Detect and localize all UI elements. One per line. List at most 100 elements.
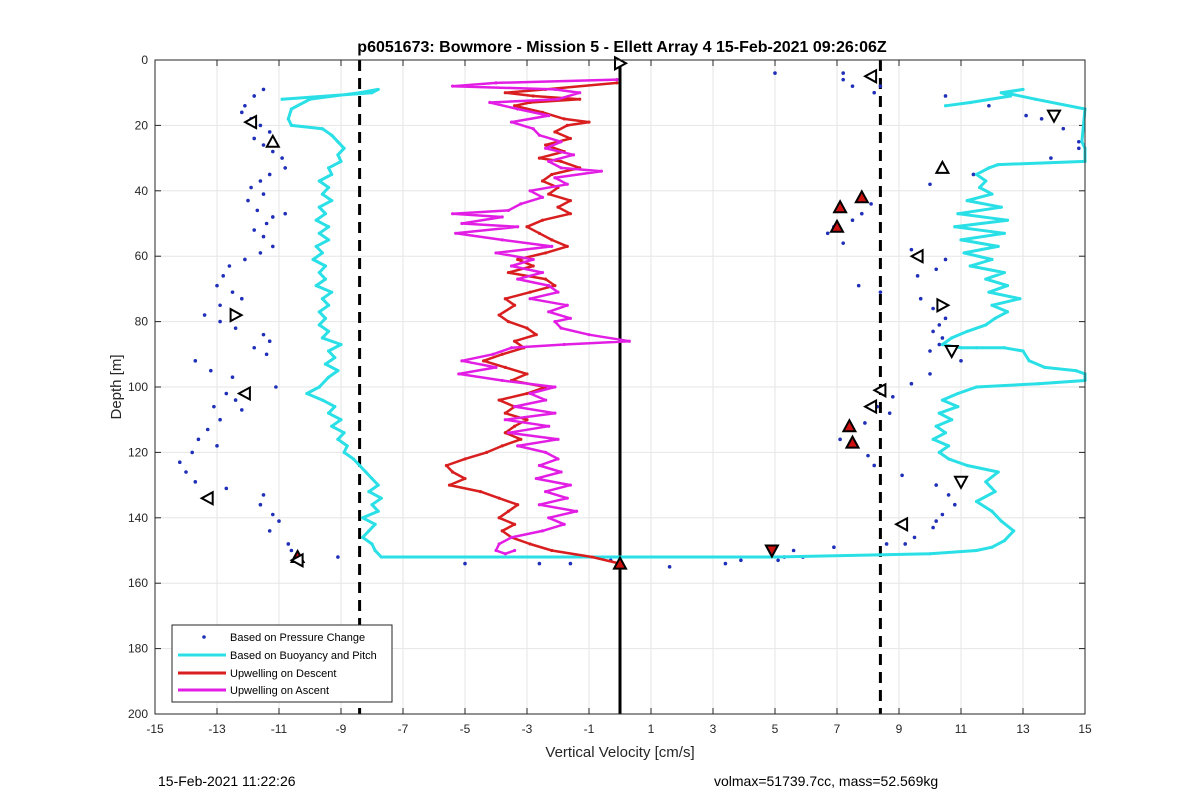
series-vertex xyxy=(956,405,960,409)
data-point xyxy=(230,375,235,379)
series-vertex xyxy=(460,359,464,363)
series-vertex xyxy=(550,172,554,177)
data-point xyxy=(878,84,883,88)
series-vertex xyxy=(308,97,312,101)
series-vertex xyxy=(528,542,532,546)
series-vertex xyxy=(317,205,321,209)
series-vertex xyxy=(528,391,532,396)
data-point xyxy=(1039,117,1044,121)
series-line xyxy=(281,87,1087,559)
data-point xyxy=(953,502,957,507)
series-vertex xyxy=(327,329,331,334)
x-tick-label: 11 xyxy=(955,722,968,736)
series-vertex xyxy=(503,552,507,556)
series-vertex xyxy=(342,146,346,150)
series-vertex xyxy=(984,323,988,327)
series-vertex xyxy=(1002,539,1007,543)
series-vertex xyxy=(317,179,321,183)
series-vertex xyxy=(559,166,563,170)
series-vertex xyxy=(314,284,318,288)
data-point xyxy=(227,264,232,268)
data-point xyxy=(940,336,945,340)
legend-swatch-dot xyxy=(202,635,206,639)
data-point xyxy=(934,483,938,487)
series-vertex xyxy=(317,385,321,389)
y-tick-label: 180 xyxy=(128,642,148,656)
series-vertex xyxy=(509,264,514,268)
legend-label: Based on Pressure Change xyxy=(230,632,365,644)
series-vertex xyxy=(379,555,383,559)
series-vertex xyxy=(323,212,328,216)
series-vertex xyxy=(984,480,988,484)
series-vertex xyxy=(454,231,458,235)
data-point xyxy=(267,130,272,134)
data-point xyxy=(258,502,263,507)
series-vertex xyxy=(1002,231,1007,235)
triangle-marker xyxy=(229,307,244,323)
series-vertex xyxy=(540,195,545,199)
series-vertex xyxy=(506,509,510,513)
series-vertex xyxy=(540,270,545,275)
series-vertex xyxy=(547,159,551,163)
series-vertex xyxy=(494,548,498,553)
data-point xyxy=(841,71,845,75)
series-vertex xyxy=(330,290,334,294)
series-vertex xyxy=(553,411,557,415)
series-vertex xyxy=(962,251,966,255)
series-vertex xyxy=(999,519,1003,523)
series-vertex xyxy=(327,225,331,229)
series-vertex xyxy=(1027,359,1031,363)
series-vertex xyxy=(534,333,538,337)
series-vertex xyxy=(376,509,380,513)
series-vertex xyxy=(1005,284,1010,288)
data-point xyxy=(283,211,288,216)
triangle-marker xyxy=(872,382,887,398)
series-vertex xyxy=(513,548,517,553)
data-point xyxy=(791,548,796,553)
series-vertex xyxy=(317,323,321,327)
series-vertex xyxy=(516,503,520,507)
series-vertex xyxy=(373,522,377,526)
legend: Based on Pressure Change Based on Buoyan… xyxy=(171,624,393,703)
series-vertex xyxy=(500,444,504,448)
data-point xyxy=(463,561,467,566)
series-vertex xyxy=(525,225,529,229)
series-vertex xyxy=(370,503,374,507)
series-vertex xyxy=(568,212,573,216)
series-vertex xyxy=(444,463,448,468)
data-point xyxy=(221,274,225,278)
series-vertex xyxy=(333,405,337,409)
series-vertex xyxy=(540,179,545,183)
series-vertex xyxy=(540,529,545,533)
series-vertex xyxy=(578,91,582,95)
data-point xyxy=(943,257,948,262)
footer-timestamp: 15-Feb-2021 11:22:26 xyxy=(158,773,296,789)
series-vertex xyxy=(547,424,551,428)
series-vertex xyxy=(550,548,554,553)
data-point xyxy=(887,411,892,415)
series-vertex xyxy=(513,104,517,108)
series-vertex xyxy=(503,297,507,301)
series-vertex xyxy=(531,94,535,98)
series-vertex xyxy=(503,91,507,95)
data-point xyxy=(243,257,247,262)
series-vertex xyxy=(497,496,501,500)
plot-frame xyxy=(154,59,1086,715)
data-point xyxy=(184,470,188,474)
data-point xyxy=(1077,139,1081,144)
series-vertex xyxy=(1033,97,1037,101)
series-vertex xyxy=(587,120,591,124)
data-point xyxy=(891,395,895,399)
series-vertex xyxy=(553,284,557,288)
data-point xyxy=(261,332,266,337)
series-vertex xyxy=(503,418,507,422)
series-vertex xyxy=(1005,218,1010,222)
series-vertex xyxy=(1074,369,1078,373)
series-vertex xyxy=(497,398,501,402)
series-layer xyxy=(178,71,1087,569)
series-vertex xyxy=(500,378,504,383)
series-vertex xyxy=(1036,382,1041,386)
series-vertex xyxy=(562,342,566,347)
series-vertex xyxy=(494,81,498,85)
